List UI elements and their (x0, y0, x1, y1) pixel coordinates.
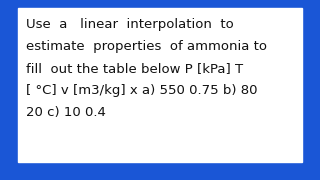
Bar (18, 8, 302, 162)
Text: 20 c) 10 0.4: 20 c) 10 0.4 (26, 106, 106, 119)
Text: estimate  properties  of ammonia to: estimate properties of ammonia to (26, 40, 267, 53)
Text: [ °C] v [m3/kg] x a) 550 0.75 b) 80: [ °C] v [m3/kg] x a) 550 0.75 b) 80 (26, 84, 258, 97)
Text: fill  out the table below P [kPa] T: fill out the table below P [kPa] T (26, 62, 243, 75)
Text: Use  a   linear  interpolation  to: Use a linear interpolation to (26, 18, 234, 31)
